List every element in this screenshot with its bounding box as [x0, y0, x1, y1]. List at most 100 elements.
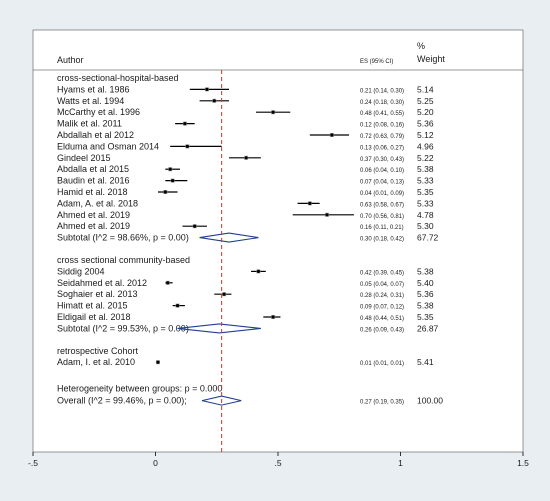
study-weight: 5.20	[417, 107, 434, 117]
study-weight: 5.22	[417, 153, 434, 163]
study-weight: 5.41	[417, 357, 434, 367]
study-ci-text: 0.12 (0.08, 0.16)	[360, 123, 404, 129]
study-ci-text: 0.63 (0.58, 0.67)	[360, 202, 404, 208]
study-ci-text: 0.01 (0.01, 0.01)	[360, 361, 404, 367]
author-header: Author	[57, 55, 84, 65]
study-label: Ahmed et al. 2019	[57, 210, 130, 220]
study-ci-text: 0.28 (0.24, 0.31)	[360, 293, 404, 299]
study-weight: 5.36	[417, 119, 434, 129]
study-ci-text: 0.16 (0.11, 0.21)	[360, 225, 404, 231]
study-point	[163, 190, 167, 194]
study-weight: 5.33	[417, 176, 434, 186]
study-point	[171, 179, 175, 183]
study-point	[271, 315, 275, 319]
study-ci-text: 0.70 (0.56, 0.81)	[360, 214, 404, 220]
study-ci-text: 0.06 (0.04, 0.10)	[360, 168, 404, 174]
study-label: Adam, I. et al. 2010	[57, 357, 135, 367]
study-ci-text: 0.42 (0.39, 0.45)	[360, 270, 404, 276]
study-point	[308, 201, 312, 205]
study-weight: 5.38	[417, 301, 434, 311]
study-ci-text: 0.13 (0.06, 0.27)	[360, 145, 404, 151]
study-point	[256, 269, 260, 273]
study-label: Abdallah et al 2012	[57, 130, 134, 140]
study-weight: 5.25	[417, 96, 434, 106]
heterogeneity-text: Heterogeneity between groups: p = 0.000	[57, 384, 222, 394]
study-ci-text: 0.48 (0.44, 0.51)	[360, 316, 404, 322]
study-label: Ahmed et al. 2019	[57, 221, 130, 231]
x-tick-label: -.5	[28, 458, 38, 468]
study-label: Baudin et al. 2016	[57, 176, 130, 186]
study-point	[166, 281, 170, 285]
study-weight: 5.14	[417, 84, 434, 94]
study-label: Hamid et al. 2018	[57, 187, 128, 197]
study-point	[193, 224, 197, 228]
x-tick-label: 1	[398, 458, 403, 468]
study-point	[271, 110, 275, 114]
study-ci-text: 0.21 (0.14, 0.30)	[360, 88, 404, 94]
plot-panel	[32, 29, 524, 453]
subtotal-ci-text: 0.30 (0.18, 0.42)	[360, 237, 404, 243]
x-axis: -.5 0 .5 1 1.5	[28, 452, 529, 468]
study-weight: 5.12	[417, 130, 434, 140]
study-point	[156, 360, 160, 364]
study-ci-text: 0.72 (0.63, 0.79)	[360, 134, 404, 140]
study-weight: 5.38	[417, 266, 434, 276]
study-label: McCarthy et al. 1996	[57, 107, 140, 117]
study-point	[244, 156, 248, 160]
overall-label: Overall (I^2 = 99.46%, p = 0.00);	[57, 396, 187, 406]
subtotal-weight: 67.72	[417, 233, 439, 243]
study-label: Siddig 2004	[57, 266, 105, 276]
study-label: Malik et al. 2011	[57, 119, 122, 129]
overall-weight: 100.00	[417, 396, 443, 406]
study-weight: 5.36	[417, 289, 434, 299]
subtotal-label: Subtotal (I^2 = 99.53%, p = 0.00)	[57, 323, 189, 333]
weight-header-percent: %	[417, 41, 425, 51]
study-label: Soghaier et al. 2013	[57, 289, 138, 299]
study-point	[330, 133, 334, 137]
study-weight: 5.38	[417, 164, 434, 174]
subtotal-label: Subtotal (I^2 = 98.66%, p = 0.00)	[57, 233, 189, 243]
study-label: Eldigail et al. 2018	[57, 312, 131, 322]
study-ci-text: 0.09 (0.07, 0.12)	[360, 305, 404, 311]
study-label: Adam, A. et al. 2018	[57, 198, 138, 208]
study-label: Abdalla et al 2015	[57, 164, 129, 174]
subtotal-diamond	[199, 232, 259, 243]
study-weight: 5.40	[417, 278, 434, 288]
weight-header: Weight	[417, 54, 445, 64]
x-tick-label: 1.5	[517, 458, 529, 468]
study-label: Hyams et al. 1986	[57, 84, 130, 94]
study-point	[168, 167, 172, 171]
study-weight: 5.30	[417, 221, 434, 231]
study-ci-text: 0.37 (0.30, 0.43)	[360, 157, 404, 163]
study-ci-text: 0.48 (0.41, 0.55)	[360, 111, 404, 117]
study-weight: 5.33	[417, 198, 434, 208]
subtotal-diamond	[177, 323, 261, 334]
es-header: ES (95% CI)	[360, 59, 393, 65]
overall-diamond	[201, 395, 242, 406]
overall-ci-text: 0.27 (0.19, 0.35)	[360, 400, 404, 406]
group-heading: cross sectional community-based	[57, 255, 190, 265]
study-point	[212, 99, 216, 103]
study-ci-text: 0.07 (0.04, 0.13)	[360, 180, 404, 186]
subtotal-ci-text: 0.26 (0.09, 0.43)	[360, 327, 404, 333]
study-weight: 5.35	[417, 187, 434, 197]
x-tick-label: 0	[153, 458, 158, 468]
study-ci-text: 0.24 (0.18, 0.30)	[360, 100, 404, 106]
study-weight: 5.35	[417, 312, 434, 322]
group-heading: cross-sectional-hospital-based	[57, 73, 179, 83]
study-label: Elduma and Osman 2014	[57, 141, 159, 151]
study-point	[175, 304, 180, 308]
study-weight: 4.96	[417, 141, 434, 151]
study-label: Himatt et al. 2015	[57, 301, 128, 311]
x-tick-label: .5	[274, 458, 281, 468]
study-label: Seidahmed et al. 2012	[57, 278, 147, 288]
study-label: Watts et al. 1994	[57, 96, 124, 106]
study-weight: 4.78	[417, 210, 434, 220]
study-point	[205, 87, 209, 91]
group-heading: retrospective Cohort	[57, 346, 139, 356]
study-ci-text: 0.04 (0.01, 0.09)	[360, 191, 404, 197]
study-point	[183, 122, 187, 126]
